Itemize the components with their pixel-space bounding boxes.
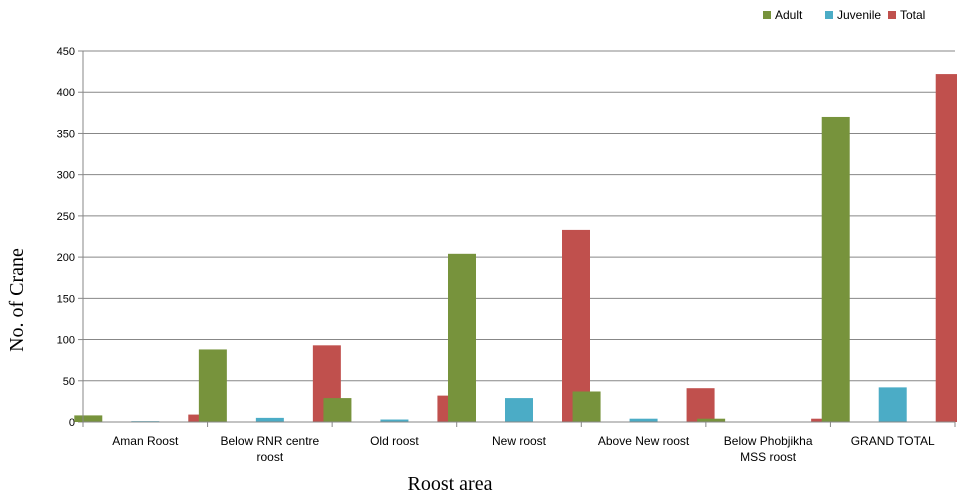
bar-total-3 xyxy=(562,229,590,422)
x-category-label: GRAND TOTAL xyxy=(851,434,935,448)
bar-juvenile-1 xyxy=(255,417,284,422)
legend-swatch-total xyxy=(888,11,896,19)
bar-adult-6 xyxy=(821,116,850,422)
legend-swatch-juvenile xyxy=(825,11,833,19)
gridlines xyxy=(83,50,955,382)
bar-adult-1 xyxy=(198,349,227,422)
bars xyxy=(74,74,957,422)
legend-label-total: Total xyxy=(900,8,925,22)
bar-total-6 xyxy=(935,74,957,422)
y-tick-label: 100 xyxy=(57,335,75,347)
x-category-label: Below Phobjikha xyxy=(724,434,813,448)
bar-juvenile-3 xyxy=(505,398,533,422)
bar-adult-2 xyxy=(323,398,352,422)
legend-label-juvenile: Juvenile xyxy=(837,8,881,22)
y-tick-label: 50 xyxy=(63,376,75,388)
y-tick-label: 350 xyxy=(57,128,75,140)
legend-swatch-adult xyxy=(763,11,771,19)
y-tick-label: 300 xyxy=(57,170,75,182)
bar-adult-3 xyxy=(448,253,476,422)
bar-total-4 xyxy=(686,388,715,422)
bar-adult-0 xyxy=(74,415,103,422)
y-tick-label: 200 xyxy=(57,252,75,264)
y-tick-label: 400 xyxy=(57,87,75,99)
bar-juvenile-6 xyxy=(878,387,907,422)
y-axis-ticks: 0 50 100 150 200 250 300 350 400 450 xyxy=(57,46,83,429)
bar-adult-4 xyxy=(572,391,601,422)
x-axis-title: Roost area xyxy=(408,473,493,495)
y-tick-label: 0 xyxy=(69,417,75,429)
chart-legend: Adult Juvenile Total xyxy=(763,8,925,22)
x-category-label: Below RNR centre xyxy=(221,434,320,448)
x-axis-categories: Aman Roost Below RNR centre roost Old roost… xyxy=(112,434,935,464)
x-category-label: roost xyxy=(257,450,284,464)
x-category-label: Above New roost xyxy=(598,434,690,448)
x-category-label: MSS roost xyxy=(740,450,797,464)
x-category-label: Old roost xyxy=(370,434,419,448)
bar-juvenile-4 xyxy=(629,418,658,422)
x-axis xyxy=(82,51,956,427)
y-tick-label: 450 xyxy=(57,46,75,58)
x-category-label: New roost xyxy=(492,434,547,448)
y-tick-label: 250 xyxy=(57,211,75,223)
bar-adult-5 xyxy=(697,418,726,422)
bar-juvenile-2 xyxy=(380,419,409,422)
y-tick-label: 150 xyxy=(57,293,75,305)
y-axis-title: No. of Crane xyxy=(6,248,28,352)
x-category-label: Aman Roost xyxy=(112,434,179,448)
legend-label-adult: Adult xyxy=(775,8,803,22)
